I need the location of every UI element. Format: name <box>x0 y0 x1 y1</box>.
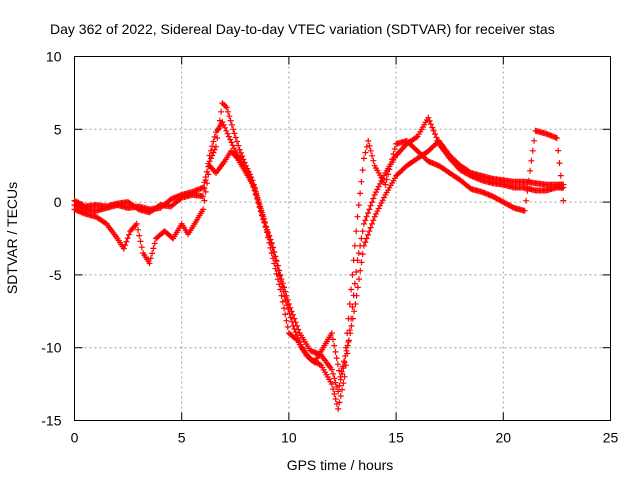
series-track-b <box>71 137 567 380</box>
y-tick-label: -10 <box>41 340 61 356</box>
x-tick-label: 5 <box>178 430 186 446</box>
y-tick-label: -5 <box>49 267 62 283</box>
y-axis-label: SDTVAR / TECUs <box>4 182 20 294</box>
y-tick-label: 0 <box>54 194 62 210</box>
x-tick-label: 10 <box>281 430 297 446</box>
series-markers <box>71 137 567 380</box>
x-tick-label: 0 <box>71 430 79 446</box>
y-tick-label: 5 <box>54 121 62 137</box>
y-tick-label: 10 <box>46 49 62 65</box>
x-axis-label: GPS time / hours <box>287 457 394 473</box>
plot-frame <box>74 56 611 421</box>
chart-title: Day 362 of 2022, Sidereal Day-to-day VTE… <box>50 21 555 37</box>
x-tick-label: 20 <box>496 430 512 446</box>
x-tick-label: 25 <box>603 430 619 446</box>
grid <box>74 56 611 421</box>
y-tick-label: -15 <box>41 413 61 429</box>
series-markers <box>71 119 567 395</box>
x-tick-label: 15 <box>388 430 404 446</box>
axis-ticks: 0 5 10 15 20 25 -15 -10 -5 0 5 10 <box>41 49 618 446</box>
series-track-c <box>71 119 567 395</box>
data-series <box>71 100 567 412</box>
